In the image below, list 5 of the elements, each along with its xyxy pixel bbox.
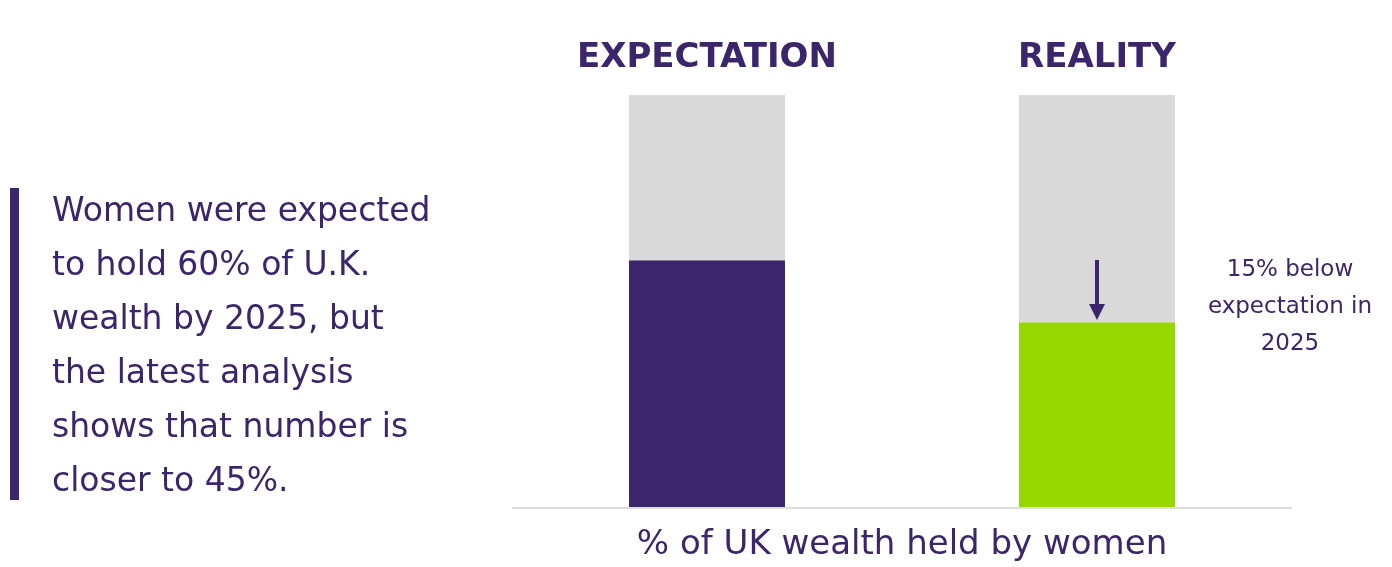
annotation: 15% below expectation in 2025 bbox=[1206, 254, 1374, 358]
text: Women were expected to hold 60% of U.K. wealth by 2025, but the latest analysis shows that number is closer to 45%. bbox=[52, 189, 432, 501]
x-axis-title: % of UK wealth held by women bbox=[635, 522, 1169, 562]
x-tick-label: REALITY bbox=[1018, 35, 1177, 75]
x-tick-label: EXPECTATION bbox=[577, 35, 837, 75]
